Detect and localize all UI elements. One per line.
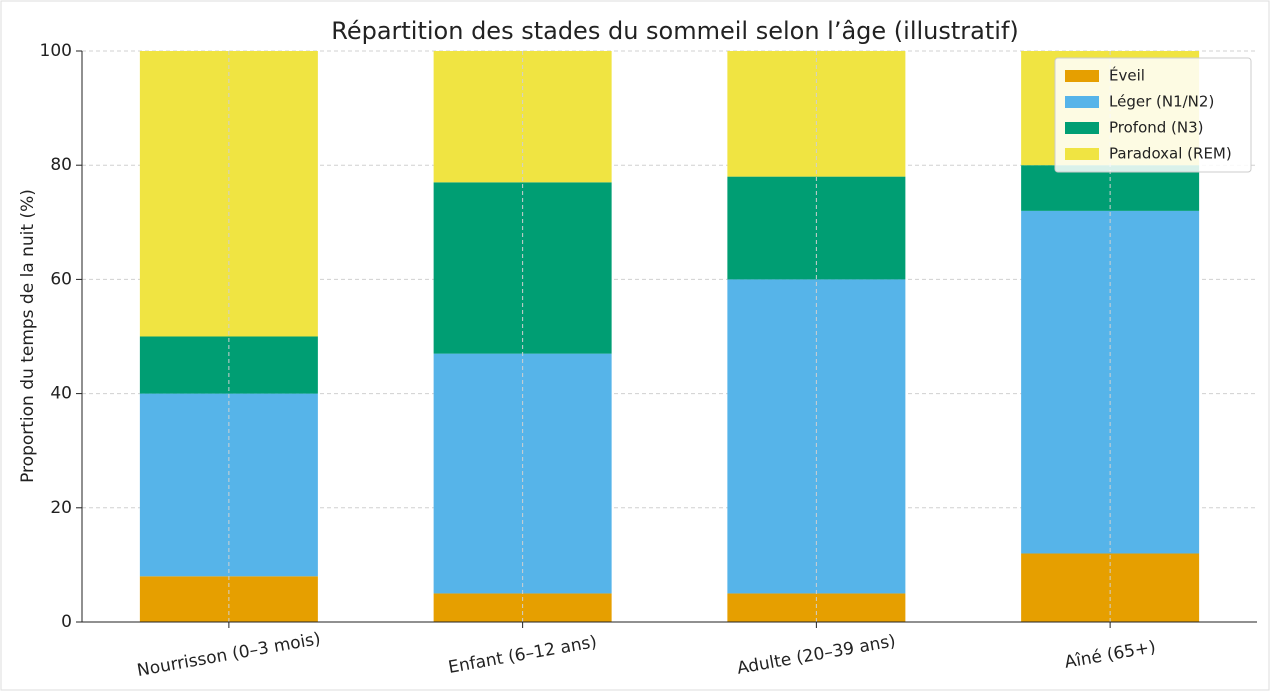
legend-swatch: [1065, 122, 1099, 134]
y-axis-label: Proportion du temps de la nuit (%): [18, 189, 38, 483]
legend-label: Léger (N1/N2): [1109, 93, 1214, 111]
y-tick-label: 0: [61, 612, 72, 632]
legend-label: Paradoxal (REM): [1109, 145, 1232, 163]
bar-segment: [727, 51, 906, 177]
legend: Éveil Léger (N1/N2) Profond (N3) Paradoxal …: [1054, 57, 1252, 173]
legend-swatch: [1065, 96, 1099, 108]
legend-swatch: [1065, 70, 1099, 82]
y-tick-label: 40: [50, 384, 72, 404]
legend-label: Éveil: [1109, 66, 1145, 85]
y-tick-label: 100: [40, 41, 72, 61]
y-tick-label: 80: [50, 155, 72, 175]
legend-box: [1054, 57, 1252, 173]
y-tick-label: 20: [50, 498, 72, 518]
y-tick-label: 60: [50, 269, 72, 289]
chart-title: Répartition des stades du sommeil selon …: [331, 17, 1019, 45]
legend-swatch: [1065, 148, 1099, 160]
legend-label: Profond (N3): [1109, 119, 1204, 137]
